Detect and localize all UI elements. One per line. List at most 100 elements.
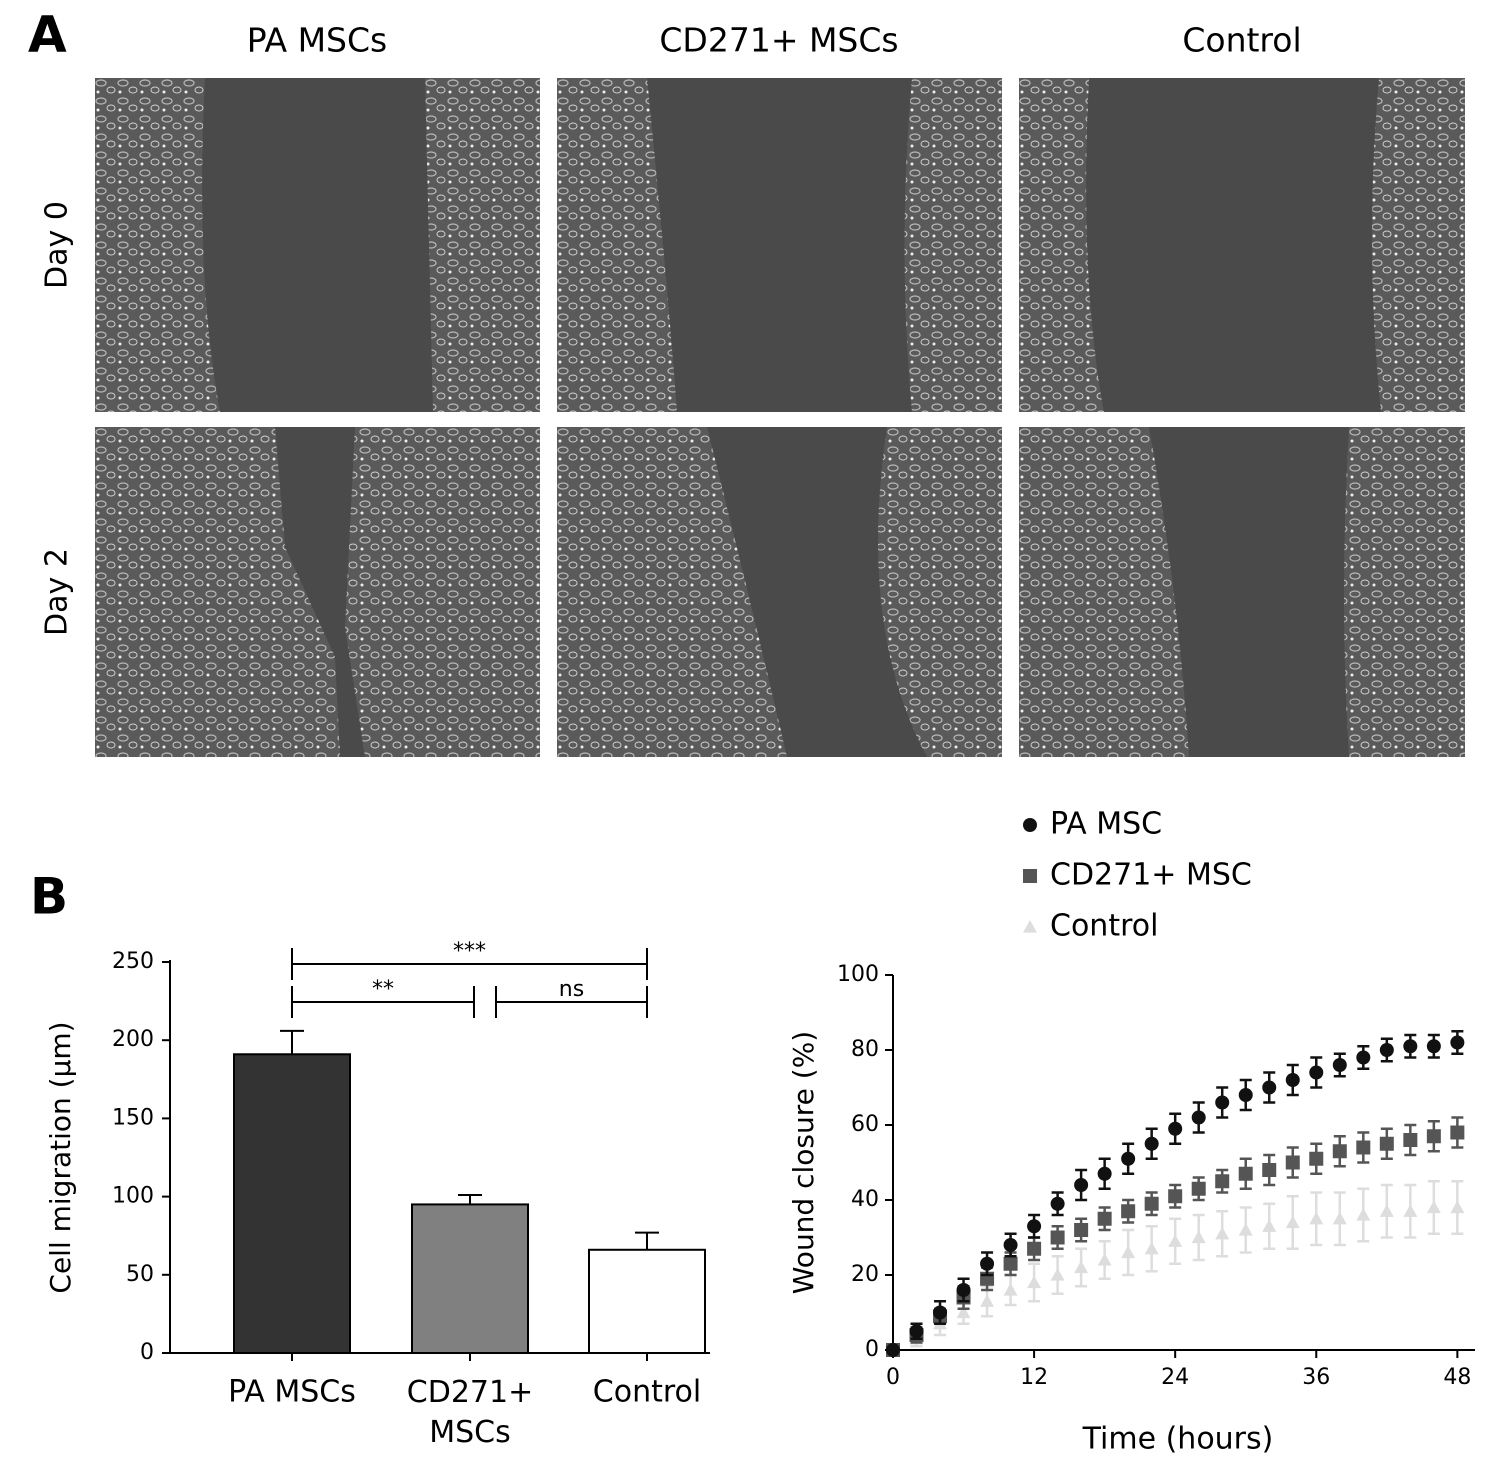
marker [1144,1136,1159,1151]
x-tick-label: Control [593,1375,701,1410]
marker [1121,1245,1136,1259]
marker [1262,1219,1277,1232]
marker [1238,1088,1253,1102]
marker [1074,1178,1089,1192]
column-label: PA MSCs [247,21,388,60]
marker [956,1283,971,1297]
column-label: Control [1182,21,1301,60]
marker [1450,1125,1465,1140]
marker [1403,1039,1418,1054]
marker [1023,920,1037,933]
panel-label: A [28,6,67,64]
y-tick-label: 100 [112,1184,154,1209]
marker [1309,1151,1324,1166]
marker [1450,1035,1465,1050]
marker [1356,1140,1371,1155]
marker [1309,1211,1324,1225]
y-axis-label: Cell migration (µm) [44,1021,77,1293]
marker [1027,1241,1042,1256]
marker [909,1324,924,1339]
y-tick-label: 60 [851,1112,879,1137]
marker [1003,1238,1018,1252]
marker [1426,1039,1441,1054]
y-axis-label: Wound closure (%) [787,1031,820,1294]
y-tick-label: 50 [126,1262,154,1287]
marker [1332,1211,1347,1225]
x-tick-label: 48 [1443,1365,1471,1390]
significance-label: *** [453,939,486,964]
marker [1379,1043,1394,1057]
x-tick-label: 0 [886,1365,900,1390]
significance-label: ns [559,977,584,1002]
marker [1074,1260,1089,1274]
y-tick-label: 0 [140,1340,154,1365]
marker [1191,1110,1206,1125]
panel-label: B [30,868,68,926]
x-tick-label: PA MSCs [228,1375,356,1410]
marker [980,1256,995,1271]
marker [1023,869,1037,883]
marker [1332,1058,1347,1072]
significance-label: ** [372,977,394,1002]
row-label: Day 0 [40,201,75,289]
significance-bracket [291,948,648,980]
legend-label: PA MSC [1050,807,1162,842]
marker [1450,1200,1465,1214]
marker [1356,1208,1371,1221]
marker [1262,1163,1277,1177]
marker [1403,1133,1418,1147]
marker [1426,1200,1441,1214]
legend-label: CD271+ MSC [1050,858,1252,893]
x-tick-label: 12 [1020,1365,1048,1390]
marker [1097,1166,1112,1181]
marker [1003,1256,1018,1271]
y-tick-label: 150 [112,1105,154,1130]
y-tick-label: 40 [851,1187,879,1212]
marker [1191,1230,1206,1244]
marker [1426,1129,1441,1144]
x-tick-label: 36 [1302,1365,1330,1390]
marker [1003,1283,1018,1296]
marker [1285,1155,1300,1170]
marker [1238,1223,1253,1236]
significance-bracket [495,986,648,1018]
x-axis-label: Time (hours) [1082,1422,1274,1457]
bar [233,1053,351,1354]
marker [886,1343,900,1357]
marker [1074,1223,1089,1237]
marker [1097,1211,1112,1226]
marker [1332,1144,1347,1159]
x-tick-label: CD271+ MSCs [407,1375,533,1450]
y-tick-label: 100 [837,962,879,987]
marker [1027,1219,1042,1234]
significance-bracket [291,986,475,1018]
y-tick-label: 80 [851,1037,879,1062]
legend-label: Control [1050,909,1158,944]
marker [1168,1234,1183,1247]
marker [1121,1151,1136,1166]
marker [1356,1050,1371,1065]
marker [1097,1253,1112,1266]
marker [1403,1204,1418,1217]
marker [1144,1241,1159,1255]
marker [1168,1121,1183,1136]
marker [933,1305,948,1320]
marker [1121,1204,1136,1219]
marker [1379,1136,1394,1151]
marker [1144,1196,1159,1211]
marker [1285,1215,1300,1229]
bar [411,1203,529,1355]
marker [1050,1196,1065,1211]
marker [1023,818,1037,832]
marker [1309,1065,1324,1080]
y-tick-label: 200 [112,1027,154,1052]
bar [588,1248,706,1354]
marker [1168,1189,1183,1204]
marker [956,1305,971,1319]
marker [1027,1275,1042,1289]
marker [1050,1268,1065,1281]
panel-a-images [95,78,1465,757]
marker [1215,1226,1230,1240]
marker [1050,1230,1065,1245]
